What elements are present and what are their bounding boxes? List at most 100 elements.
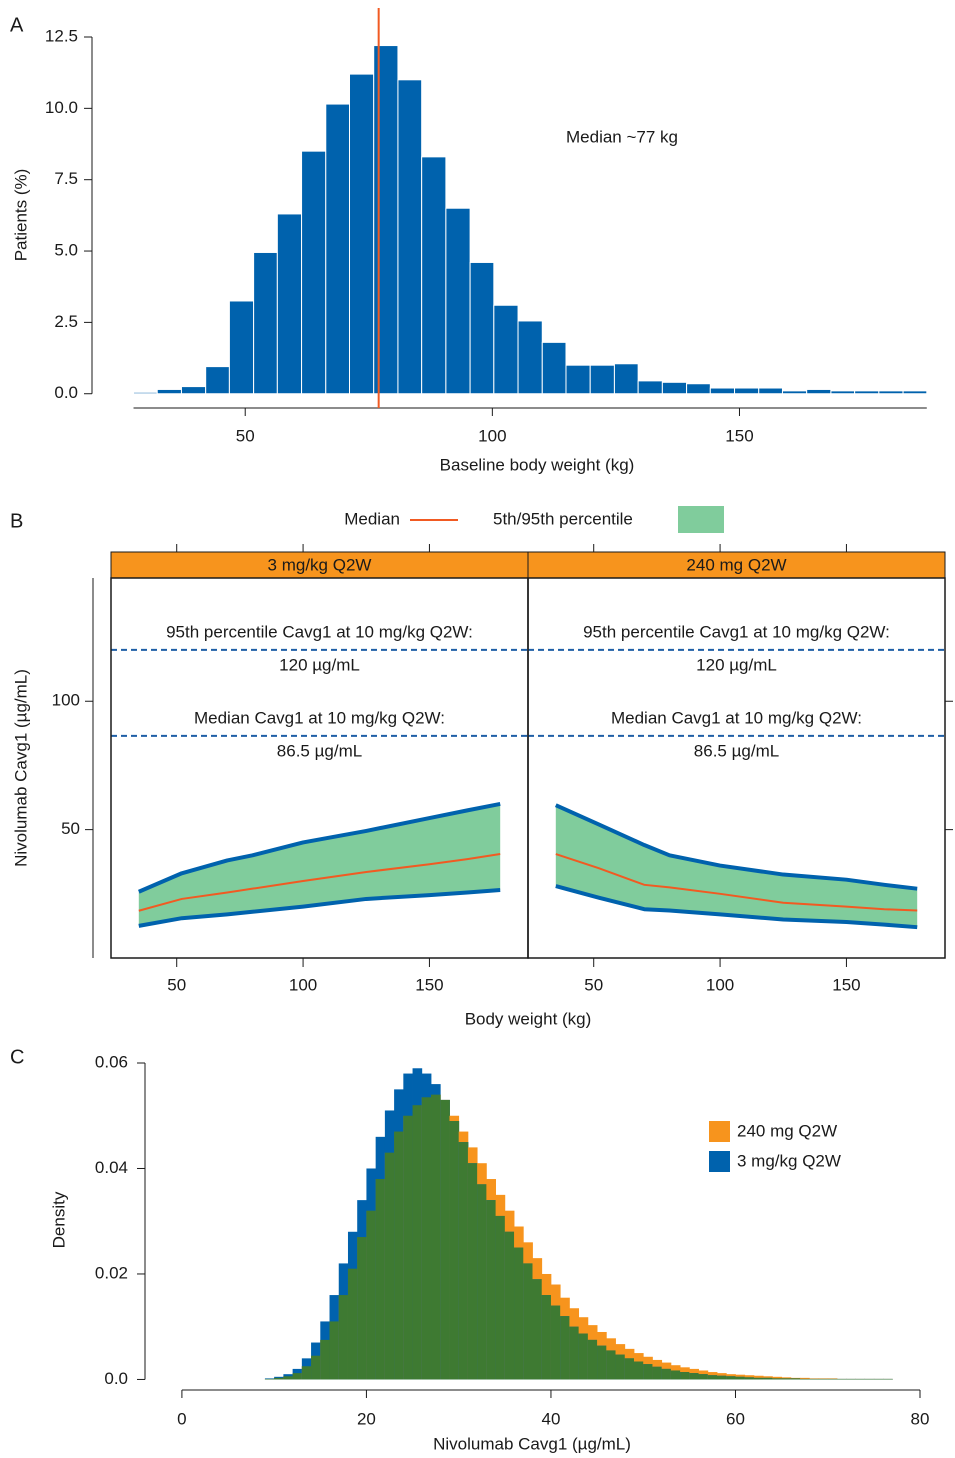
overlap-bar (421, 1097, 432, 1380)
bar (349, 73, 375, 395)
bar (325, 103, 351, 395)
strip-label: 240 mg Q2W (686, 555, 786, 574)
bar (709, 387, 736, 395)
bar (818, 1378, 829, 1380)
overlap-bar (264, 1378, 275, 1380)
annotation: Median ~77 kg (566, 127, 678, 146)
x-tick-label: 60 (726, 1409, 745, 1428)
overlap-bar (624, 1358, 635, 1380)
reference-value-label: 86.5 µg/mL (277, 741, 362, 760)
overlap-bar (541, 1295, 552, 1380)
overlap-bar (412, 1105, 423, 1380)
x-axis-label: Baseline body weight (kg) (440, 455, 635, 474)
overlap-bar (809, 1378, 819, 1380)
x-tick-label: 150 (415, 975, 443, 994)
overlap-bar (449, 1121, 460, 1380)
bar (781, 390, 808, 395)
legend-swatch (709, 1151, 730, 1172)
upper-line (554, 803, 918, 891)
y-tick-label: 0.04 (95, 1158, 128, 1177)
facet-frame (527, 577, 946, 959)
legend-label: Median (344, 509, 400, 528)
bar (800, 1377, 810, 1380)
legend-swatch (709, 1121, 730, 1142)
x-tick-label: 150 (832, 975, 860, 994)
bar (613, 363, 639, 395)
overlap-bar (661, 1368, 672, 1380)
median-line (138, 853, 501, 912)
overlap-bar (486, 1200, 496, 1380)
overlap-bar (274, 1377, 284, 1380)
reference-value-label: 86.5 µg/mL (694, 741, 779, 760)
bar (493, 304, 519, 395)
overlap-bar (643, 1364, 653, 1380)
y-tick-label: 2.5 (54, 312, 78, 331)
overlap-bar (431, 1094, 441, 1380)
y-tick-label: 0.06 (95, 1052, 128, 1071)
overlap-bar (329, 1321, 340, 1380)
panel-label: C (10, 1046, 24, 1068)
overlap-bar (311, 1355, 321, 1380)
bar (854, 390, 880, 395)
overlap-bar (347, 1268, 358, 1380)
overlap-bar (744, 1377, 755, 1380)
x-tick-label: 20 (357, 1409, 376, 1428)
reference-label: Median Cavg1 at 10 mg/kg Q2W: (194, 708, 445, 727)
overlap-bar (836, 1378, 847, 1380)
median-line (555, 853, 918, 912)
x-tick-label: 100 (289, 975, 317, 994)
overlap-bar (790, 1378, 801, 1380)
overlap-bar (597, 1345, 607, 1380)
overlap-bar (338, 1295, 349, 1380)
overlap-bar (467, 1163, 478, 1380)
overlap-bar (357, 1237, 367, 1380)
percentile-band (138, 803, 501, 926)
overlap-bar (615, 1354, 626, 1380)
legend-label: 240 mg Q2W (737, 1121, 837, 1140)
overlap-bar (670, 1370, 681, 1380)
bar (806, 388, 832, 395)
overlap-bar (735, 1376, 746, 1380)
bar (156, 388, 182, 395)
y-tick-label: 0.0 (54, 383, 78, 402)
x-tick-label: 50 (167, 975, 186, 994)
bar (253, 251, 278, 395)
overlap-bar (883, 1378, 893, 1380)
overlap-bar (375, 1179, 386, 1380)
overlap-bar (532, 1279, 543, 1380)
overlap-bar (633, 1361, 644, 1380)
overlap-bar (458, 1142, 469, 1380)
bar (827, 1378, 838, 1380)
overlap-bar (707, 1375, 718, 1380)
bar (878, 390, 904, 395)
overlap-bar (873, 1378, 884, 1380)
bar (228, 300, 255, 395)
reference-label: 95th percentile Cavg1 at 10 mg/kg Q2W: (166, 622, 473, 641)
overlap-bar (606, 1350, 616, 1380)
overlap-bar (781, 1378, 792, 1380)
bar (205, 366, 230, 395)
overlap-bar (514, 1247, 524, 1380)
reference-value-label: 120 µg/mL (696, 655, 777, 674)
strip (527, 551, 946, 579)
upper-line (138, 801, 501, 894)
x-axis-label: Body weight (kg) (465, 1009, 592, 1028)
bar (276, 213, 303, 395)
legend-swatch (678, 506, 724, 533)
overlap-bar (689, 1373, 699, 1380)
overlap-bar (440, 1099, 450, 1380)
x-tick-label: 150 (725, 426, 753, 445)
overlap-bar (292, 1373, 303, 1380)
bar (686, 383, 711, 395)
x-tick-label: 50 (236, 426, 255, 445)
overlap-bar (818, 1378, 829, 1380)
overlap-bar (301, 1366, 312, 1380)
bar (637, 380, 663, 395)
x-axis-label: Nivolumab Cavg1 (µg/mL) (433, 1434, 631, 1453)
lower-line (138, 887, 501, 928)
overlap-bar (763, 1377, 773, 1380)
y-axis-label: Density (49, 1191, 68, 1248)
bar (301, 150, 327, 395)
reference-label: Median Cavg1 at 10 mg/kg Q2W: (611, 708, 862, 727)
